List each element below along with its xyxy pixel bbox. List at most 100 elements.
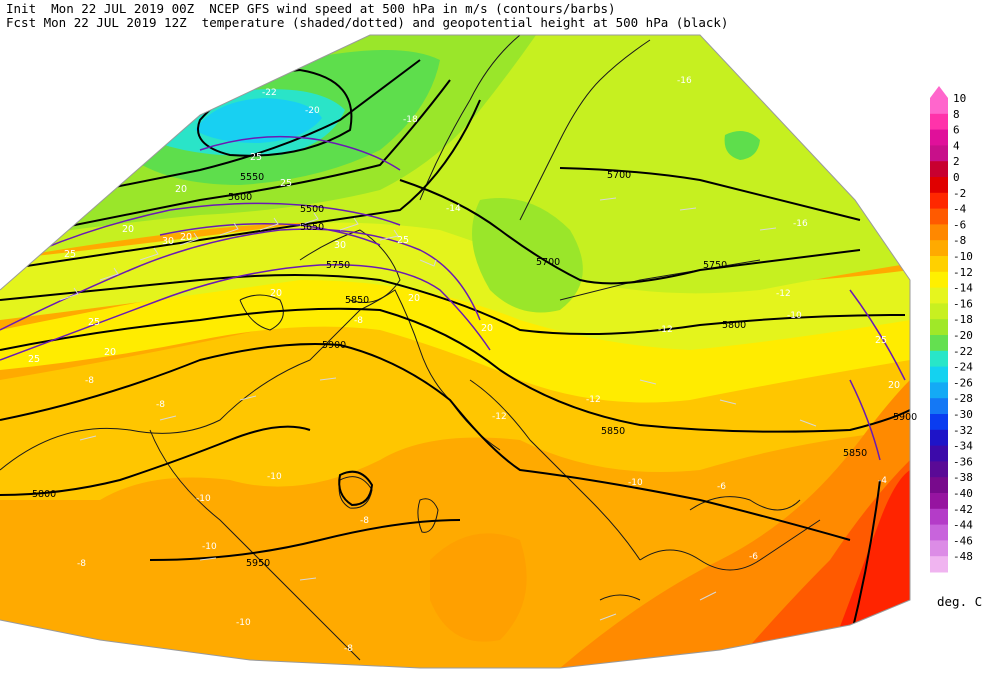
wind-label: 20 bbox=[180, 232, 192, 243]
temp-label: -8 bbox=[360, 516, 369, 526]
temp-label: -16 bbox=[677, 76, 692, 86]
temp-label: -12 bbox=[586, 395, 601, 405]
colorbar-box bbox=[930, 113, 948, 131]
colorbar-level-label: -34 bbox=[953, 440, 973, 453]
temp-label: -22 bbox=[262, 88, 277, 98]
colorbar-box bbox=[930, 287, 948, 304]
colorbar-box bbox=[930, 129, 948, 146]
colorbar-box bbox=[930, 98, 948, 115]
height-labels: 5700 5750 5800 5850 5900 5950 5800 5850 … bbox=[32, 170, 917, 569]
colorbar-box bbox=[930, 224, 948, 241]
temp-label: -16 bbox=[793, 219, 808, 229]
temp-label: -14 bbox=[446, 204, 461, 214]
height-label: 5550 bbox=[240, 172, 264, 183]
height-label: 5600 bbox=[228, 192, 252, 203]
colorbar-level-label: 2 bbox=[953, 155, 960, 168]
wind-label: 25 bbox=[88, 317, 100, 328]
colorbar-level-label: -20 bbox=[953, 329, 973, 342]
colorbar-box bbox=[930, 208, 948, 225]
height-label: 5750 bbox=[703, 260, 727, 271]
height-label: 5650 bbox=[300, 222, 324, 233]
colorbar-box bbox=[930, 271, 948, 289]
colorbar-box bbox=[930, 192, 948, 210]
colorbar-level-label: -46 bbox=[953, 534, 973, 547]
wind-label: 25 bbox=[28, 354, 40, 365]
colorbar-box bbox=[930, 161, 948, 178]
temp-label: -10 bbox=[267, 472, 282, 482]
colorbar-box bbox=[930, 335, 948, 352]
wind-speed-labels: 20 25 25 30 20 20 25 30 25 20 25 20 25 2… bbox=[28, 152, 900, 391]
temp-label: -12 bbox=[658, 325, 673, 335]
wind-label: 20 bbox=[122, 224, 134, 235]
colorbar-level-label: -22 bbox=[953, 345, 973, 358]
colorbar-box bbox=[930, 414, 948, 431]
temp-label: -10 bbox=[787, 311, 802, 321]
temp-label: -18 bbox=[403, 115, 418, 125]
colorbar-box bbox=[930, 256, 948, 273]
colorbar-labels: 10 8 6 4 2 0 -2 -4 -6 -8 -10 -12 -14 -16 -18 -20 -22 -24 -… bbox=[953, 92, 973, 563]
colorbar-box bbox=[930, 445, 948, 462]
temp-label: -8 bbox=[85, 376, 94, 386]
colorbar-level-label: 4 bbox=[953, 139, 960, 152]
colorbar-level-label: -26 bbox=[953, 376, 973, 389]
temp-label: -8 bbox=[354, 316, 363, 326]
colorbar-level-label: -8 bbox=[953, 234, 966, 247]
wind-label: 20 bbox=[175, 184, 187, 195]
temp-field--20-patch bbox=[724, 131, 760, 160]
temp-label: -6 bbox=[749, 552, 758, 562]
colorbar-level-label: -30 bbox=[953, 408, 973, 421]
colorbar-box bbox=[930, 493, 948, 510]
temp-label: -10 bbox=[196, 494, 211, 504]
colorbar-level-label: -6 bbox=[953, 218, 966, 231]
temp-field--24-core bbox=[195, 98, 322, 143]
temp-label: -6 bbox=[717, 482, 726, 492]
height-label: 5900 bbox=[893, 412, 917, 423]
colorbar-level-label: -4 bbox=[953, 203, 967, 216]
colorbar-box bbox=[930, 382, 948, 399]
colorbar-level-label: -14 bbox=[953, 282, 973, 295]
colorbar-box bbox=[930, 461, 948, 478]
height-label: 5850 bbox=[843, 448, 867, 459]
height-label: 5800 bbox=[722, 320, 746, 331]
colorbar-level-label: 0 bbox=[953, 171, 960, 184]
colorbar-level-label: -16 bbox=[953, 297, 973, 310]
colorbar-box bbox=[930, 524, 948, 541]
temp-label: -10 bbox=[628, 478, 643, 488]
height-label: 5700 bbox=[536, 257, 560, 268]
colorbar-level-label: -32 bbox=[953, 424, 973, 437]
colorbar-box bbox=[930, 508, 948, 526]
height-label: 5750 bbox=[326, 260, 350, 271]
wind-barbs bbox=[59, 197, 817, 621]
colorbar-level-label: -18 bbox=[953, 313, 973, 326]
wind-label: 25 bbox=[250, 152, 262, 163]
wind-label: 20 bbox=[888, 380, 900, 391]
wind-label: 30 bbox=[334, 240, 346, 251]
temp-label: -10 bbox=[236, 618, 251, 628]
colorbar-box bbox=[930, 240, 948, 257]
colorbar-level-label: -42 bbox=[953, 503, 973, 516]
colorbar-box bbox=[930, 303, 948, 320]
wind-speed-contours bbox=[0, 135, 906, 461]
colorbar-level-label: 8 bbox=[953, 108, 960, 121]
colorbar-box bbox=[930, 350, 948, 368]
temp-label: -20 bbox=[305, 106, 320, 116]
colorbar-box bbox=[930, 556, 948, 573]
colorbar-level-label: -40 bbox=[953, 487, 973, 500]
wind-label: 20 bbox=[104, 347, 116, 358]
map-domain-outline bbox=[0, 34, 911, 669]
colorbar-arrow bbox=[930, 86, 948, 98]
colorbar-box bbox=[930, 398, 948, 415]
colorbar-level-label: -2 bbox=[953, 187, 966, 200]
colorbar-box bbox=[930, 319, 948, 336]
height-label: 5500 bbox=[300, 204, 324, 215]
coastlines bbox=[0, 35, 821, 661]
colorbar-level-label: 10 bbox=[953, 92, 966, 105]
height-label: 5900 bbox=[322, 340, 346, 351]
temp-label: -8 bbox=[344, 644, 353, 654]
temp-field--14-band bbox=[0, 220, 910, 350]
colorbar-box bbox=[930, 145, 948, 162]
temp-label: -4 bbox=[878, 476, 887, 486]
colorbar-level-label: -24 bbox=[953, 361, 973, 374]
